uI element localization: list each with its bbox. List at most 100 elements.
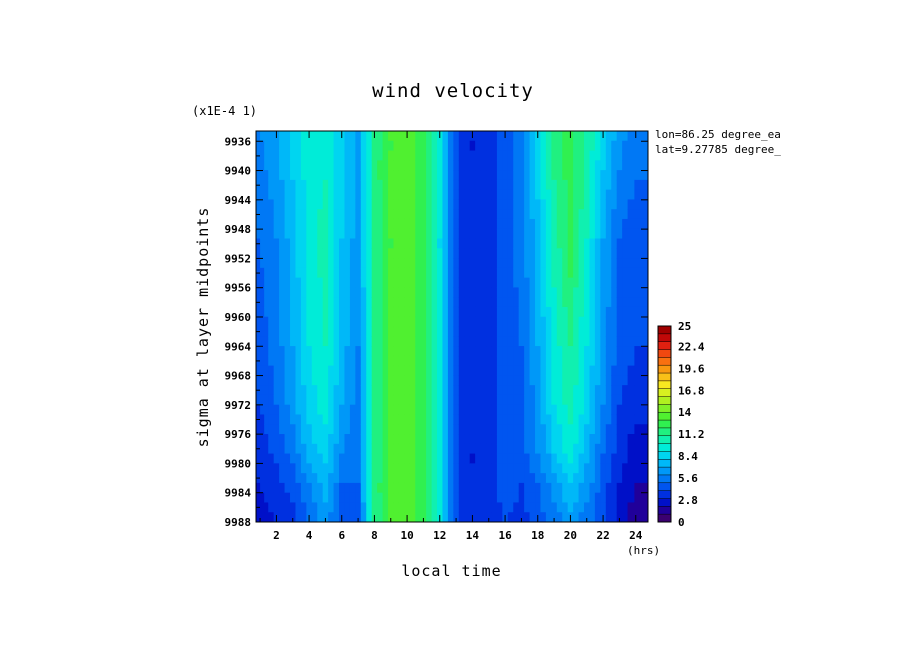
heatmap-cell [600,394,607,406]
heatmap-cell [437,297,444,308]
heatmap-cell [641,287,648,298]
heatmap-cell [333,375,340,386]
heatmap-cell [355,404,362,416]
heatmap-cell [355,277,362,288]
heatmap-cell [594,385,601,396]
heatmap-cell [273,346,280,357]
heatmap-cell [442,326,449,337]
heatmap-cell [366,414,373,425]
heatmap-cell [551,414,558,425]
heatmap-cell [333,287,340,298]
heatmap-cell [453,404,460,416]
heatmap-cell [491,228,498,240]
heatmap-cell [366,346,373,357]
heatmap-cell [480,385,487,396]
heatmap-cell [507,482,514,494]
heatmap-cell [600,326,607,337]
heatmap-cell [518,326,525,337]
heatmap-cell [442,453,449,464]
heatmap-cell [311,434,318,445]
heatmap-cell [535,287,542,298]
heatmap-cell [268,434,275,445]
heatmap-cell [420,218,427,230]
heatmap-cell [398,443,405,455]
heatmap-cell [306,385,313,396]
heatmap-cell [426,209,433,220]
heatmap-cell [627,336,635,347]
heatmap-cell [382,189,389,201]
heatmap-cell [573,473,580,484]
heatmap-cell [377,473,384,484]
heatmap-cell [518,502,525,513]
heatmap-cell [420,326,427,337]
heatmap-cell [486,463,493,474]
heatmap-cell [311,150,318,161]
heatmap-cell [491,482,498,494]
heatmap-cell [388,473,395,484]
heatmap-cell [545,463,552,474]
colorbar-swatch [658,341,671,350]
heatmap-cell [349,453,356,464]
heatmap-cell [366,306,373,318]
heatmap-cell [567,199,574,210]
heatmap-cell [431,258,438,269]
heatmap-cell [475,385,482,396]
heatmap-cell [567,218,574,230]
heatmap-cell [426,482,433,494]
heatmap-cell [328,150,335,161]
heatmap-cell [328,453,335,464]
heatmap-cell [371,218,378,230]
heatmap-cell [491,473,498,484]
heatmap-cell [295,326,302,337]
heatmap-cell [339,355,346,367]
heatmap-cell [469,473,476,484]
heatmap-cell [388,160,395,171]
heatmap-cell [420,209,427,220]
heatmap-cell [344,209,351,220]
heatmap-cell [578,267,585,279]
heatmap-cell [344,218,351,230]
heatmap-cell [295,228,302,240]
heatmap-cell [578,189,585,201]
heatmap-cell [420,404,427,416]
heatmap-cell [426,443,433,455]
heatmap-cell [458,453,465,464]
heatmap-cell [475,228,482,240]
heatmap-cell [442,150,449,161]
heatmap-cell [447,473,454,484]
heatmap-cell [605,150,612,161]
heatmap-cell [589,336,596,347]
heatmap-cell [507,512,514,522]
heatmap-cell [551,160,558,171]
heatmap-cell [524,238,531,249]
heatmap-cell [594,336,601,347]
heatmap-cell [502,228,509,240]
heatmap-cell [518,150,525,161]
heatmap-cell [605,424,612,435]
heatmap-cell [333,131,340,142]
heatmap-cell [300,375,307,386]
heatmap-cell [545,306,552,318]
heatmap-cell [344,355,351,367]
heatmap-cell [464,355,471,367]
heatmap-cell [622,316,629,328]
heatmap-cell [605,199,612,210]
heatmap-cell [398,306,405,318]
heatmap-cell [437,394,444,406]
heatmap-cell [562,189,569,201]
heatmap-cell [469,297,476,308]
heatmap-cell [279,248,286,259]
heatmap-cell [333,443,340,455]
heatmap-cell [491,492,498,504]
heatmap-cell [600,492,607,504]
heatmap-cell [420,424,427,435]
heatmap-cell [556,238,563,249]
heatmap-cell [279,160,286,171]
heatmap-cell [415,297,422,308]
heatmap-cell [426,179,433,191]
heatmap-cell [322,218,329,230]
heatmap-cell [431,336,438,347]
heatmap-cell [284,424,291,435]
heatmap-cell [616,346,623,357]
